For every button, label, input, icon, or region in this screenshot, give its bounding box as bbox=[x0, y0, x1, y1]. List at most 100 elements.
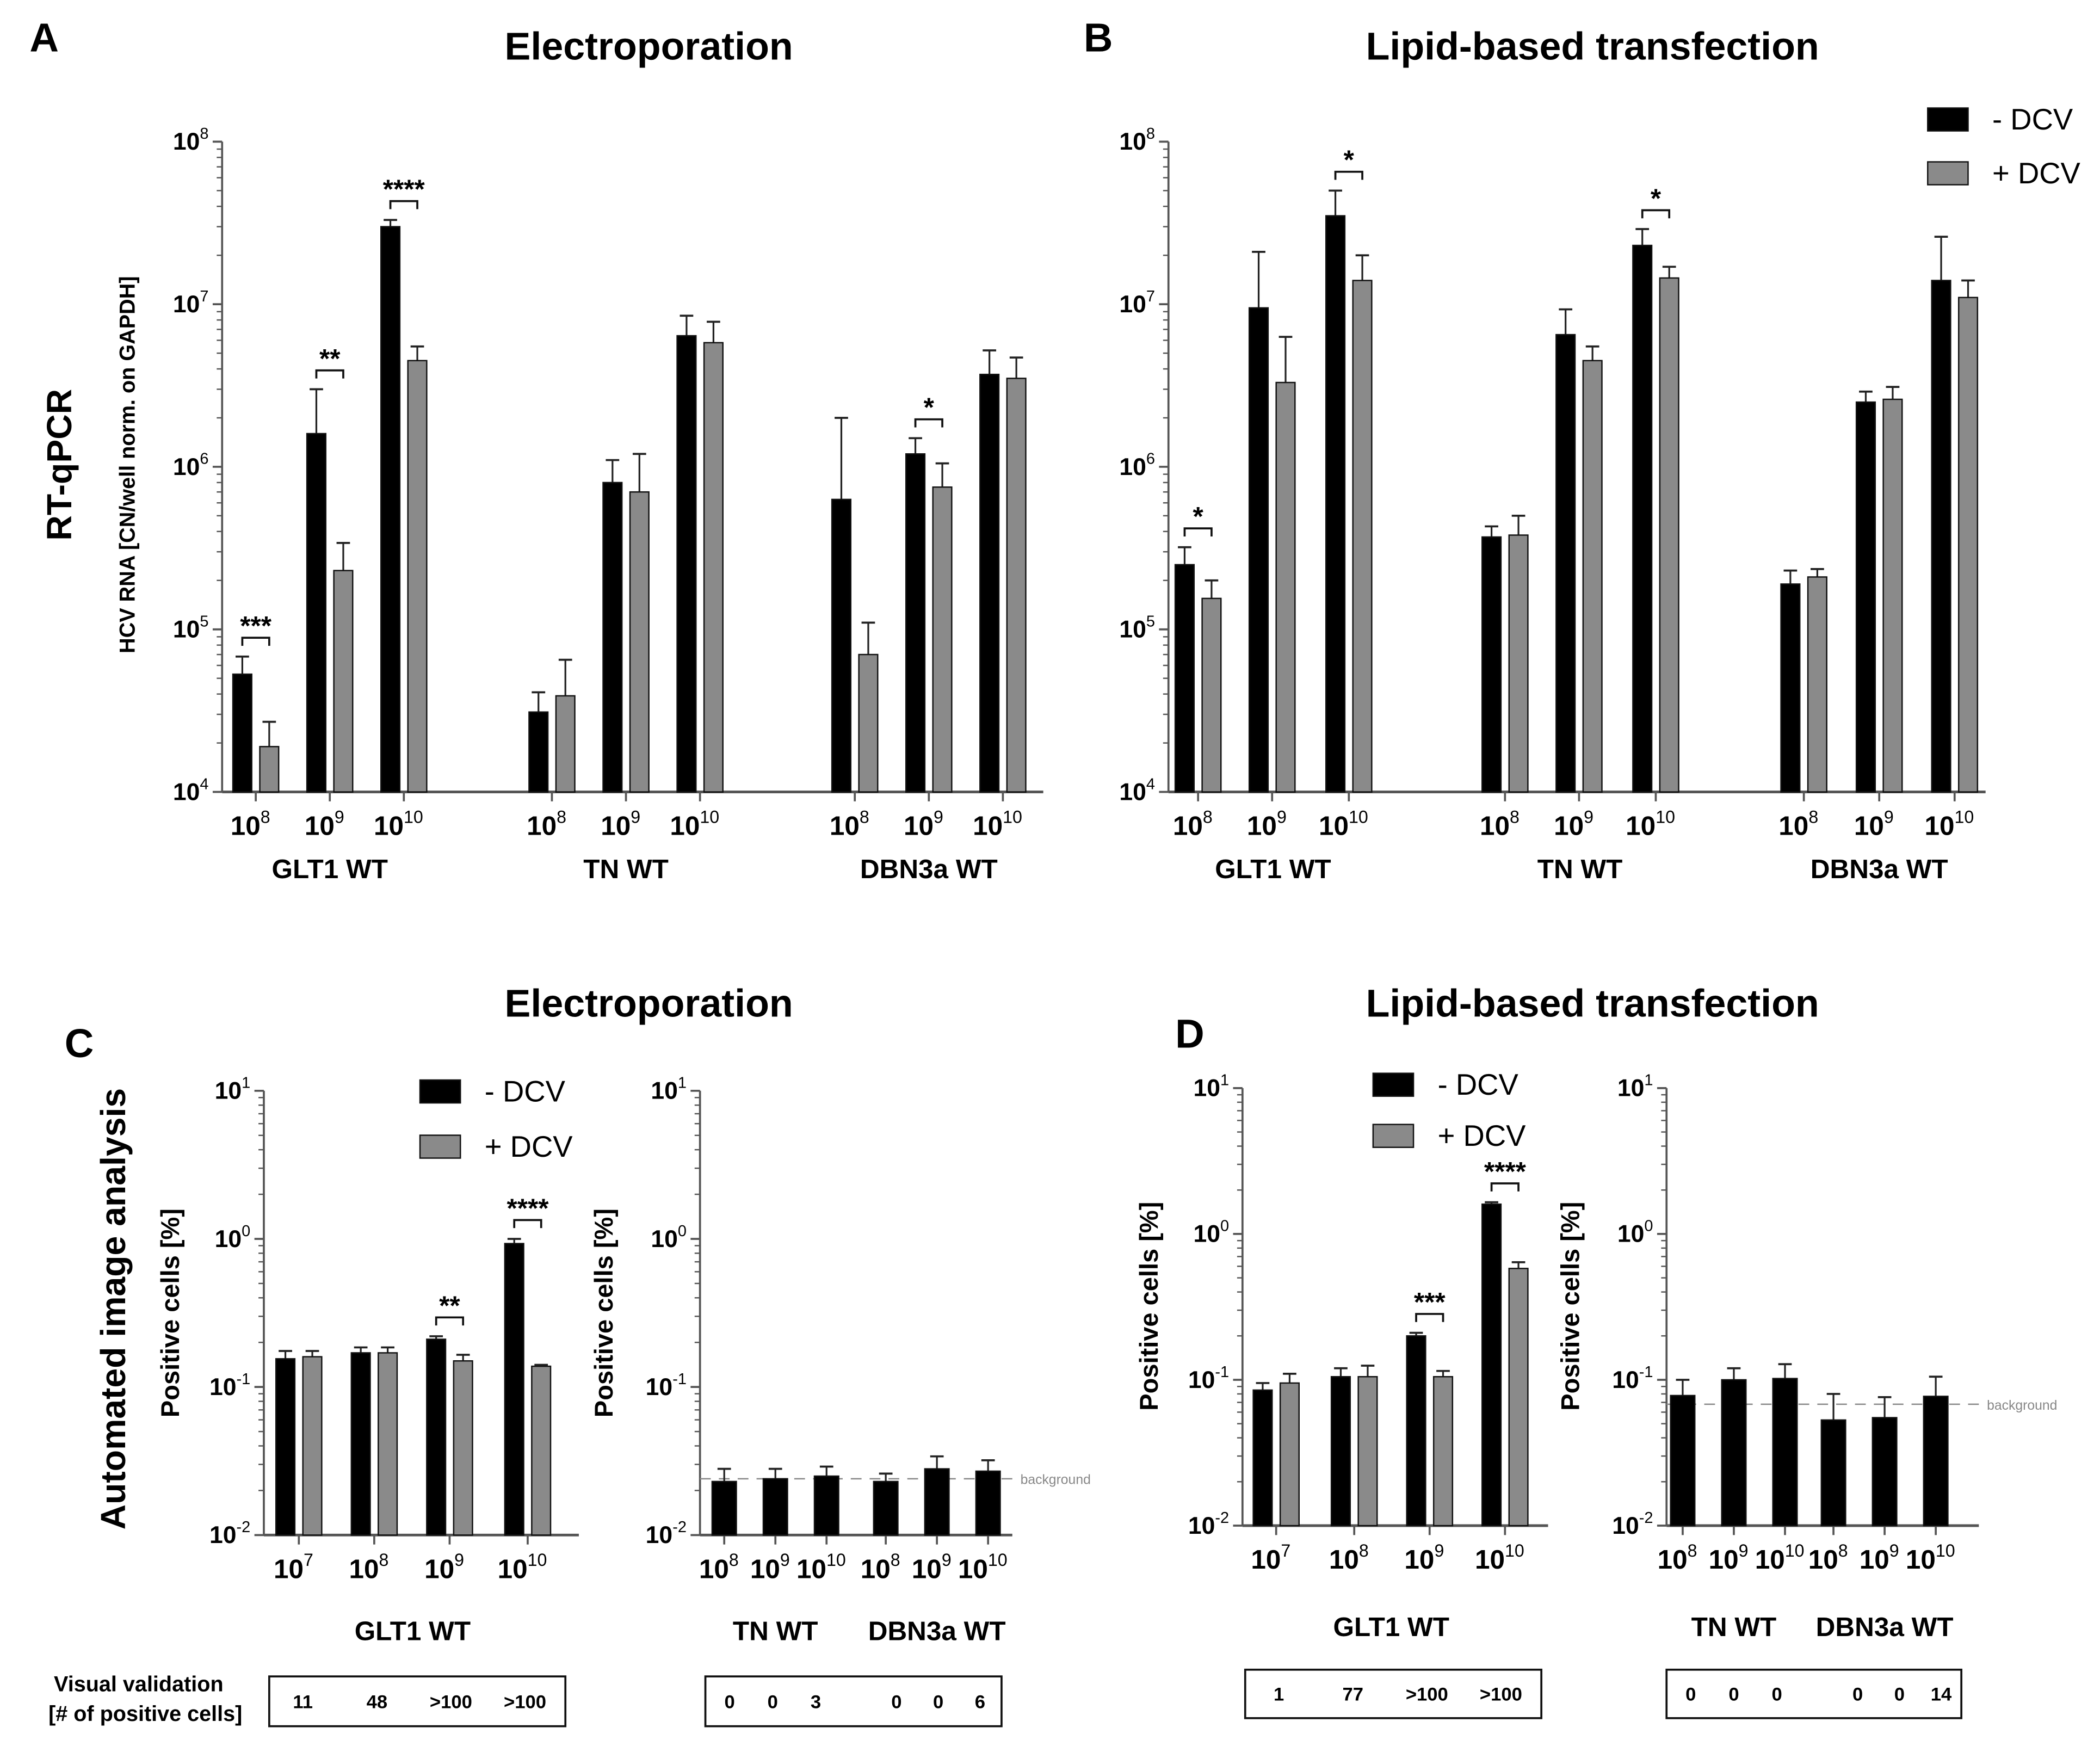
chart-a: A Electroporation HCV RNA [CN/well norm. o… bbox=[29, 15, 1043, 884]
bar-minus-dcv bbox=[905, 453, 926, 793]
chart-b: B Lipid-based transfection 104 105 106 107 108… bbox=[1084, 15, 2081, 884]
significance-bracket bbox=[1415, 1313, 1444, 1322]
bar-plus-dcv bbox=[858, 653, 879, 793]
significance-stars: **** bbox=[507, 1193, 549, 1223]
background-label: background bbox=[1987, 1398, 2057, 1413]
x-tick-label: 109 bbox=[904, 807, 943, 841]
chart-title: Electroporation bbox=[505, 24, 793, 68]
x-tick-label: 1010 bbox=[1906, 1541, 1955, 1575]
chart-title: Lipid-based transfection bbox=[1366, 982, 1819, 1026]
bar-minus-dcv bbox=[350, 1352, 371, 1536]
validation-value: 0 bbox=[724, 1692, 734, 1712]
validation-value: >100 bbox=[1406, 1685, 1448, 1705]
x-tick-label: 109 bbox=[1860, 1541, 1899, 1575]
group-label: DBN3a WT bbox=[868, 1616, 1006, 1646]
y-tick-label: 104 bbox=[173, 775, 209, 805]
bar-minus-dcv bbox=[1872, 1417, 1898, 1527]
y-tick-label: 107 bbox=[173, 288, 209, 318]
bar-plus-dcv bbox=[333, 570, 354, 793]
bar-minus-dcv bbox=[1174, 564, 1195, 793]
validation-value: 3 bbox=[811, 1692, 821, 1712]
chart-title: Lipid-based transfection bbox=[1366, 24, 1819, 68]
x-tick-label: 1010 bbox=[1626, 807, 1675, 841]
y-tick-label: 101 bbox=[651, 1075, 687, 1105]
y-tick-label: 106 bbox=[173, 451, 209, 480]
bar-plus-dcv bbox=[1201, 597, 1222, 793]
y-tick-label: 100 bbox=[1193, 1218, 1229, 1248]
bar-plus-dcv bbox=[1659, 277, 1679, 793]
bar-plus-dcv bbox=[1352, 280, 1373, 793]
bar-plus-dcv bbox=[932, 486, 953, 793]
group-label: GLT1 WT bbox=[1333, 1612, 1449, 1642]
row-label-rt-qpcr: RT-qPCR bbox=[40, 389, 79, 541]
bar-plus-dcv bbox=[1882, 398, 1903, 793]
bar-minus-dcv bbox=[1772, 1378, 1798, 1527]
bar-minus-dcv bbox=[1330, 1376, 1351, 1527]
x-tick-label: 109 bbox=[1854, 807, 1894, 841]
bar-minus-dcv bbox=[1325, 215, 1346, 793]
legend-swatch-plus-dcv bbox=[1372, 1124, 1415, 1148]
significance-stars: **** bbox=[1484, 1157, 1527, 1187]
x-tick-label: 1010 bbox=[1319, 807, 1368, 841]
x-tick-label: 1010 bbox=[498, 1550, 547, 1584]
y-tick-label: 10-1 bbox=[1188, 1363, 1229, 1393]
x-tick-label: 108 bbox=[1658, 1541, 1697, 1575]
significance-bracket bbox=[513, 1219, 542, 1229]
bar-minus-dcv bbox=[813, 1475, 839, 1536]
significance-stars: **** bbox=[383, 175, 425, 205]
x-tick-label: 107 bbox=[274, 1550, 313, 1584]
validation-value: 0 bbox=[1728, 1685, 1739, 1705]
y-tick-label: 10-1 bbox=[646, 1371, 687, 1400]
bar-plus-dcv bbox=[453, 1360, 473, 1536]
bar-minus-dcv bbox=[528, 711, 549, 793]
x-tick-label: 108 bbox=[861, 1550, 900, 1584]
bar-minus-dcv bbox=[831, 498, 852, 793]
y-tick-label: 104 bbox=[1119, 775, 1155, 805]
x-tick-label: 109 bbox=[305, 807, 344, 841]
y-tick-label: 10-1 bbox=[209, 1371, 250, 1400]
chart-c-left: C Electroporation Positive cells [%] 10-2 10… bbox=[65, 982, 793, 1727]
validation-label-line1: Visual validation bbox=[54, 1672, 224, 1696]
panel-letter: C bbox=[65, 1021, 94, 1066]
validation-value: 0 bbox=[1685, 1685, 1696, 1705]
bar-minus-dcv bbox=[979, 373, 1000, 793]
bar-plus-dcv bbox=[1582, 360, 1603, 793]
bar-plus-dcv bbox=[378, 1352, 398, 1536]
x-tick-label: 1010 bbox=[670, 807, 719, 841]
validation-value: >100 bbox=[504, 1692, 546, 1712]
bar-minus-dcv bbox=[1248, 307, 1269, 793]
chart-title: Electroporation bbox=[505, 982, 793, 1026]
x-tick-label: 109 bbox=[424, 1550, 464, 1584]
y-tick-label: 107 bbox=[1119, 288, 1155, 318]
significance-bracket bbox=[1334, 170, 1363, 180]
bar-minus-dcv bbox=[504, 1243, 524, 1536]
y-tick-label: 100 bbox=[651, 1223, 687, 1252]
bar-minus-dcv bbox=[1670, 1395, 1696, 1527]
bar-minus-dcv bbox=[1481, 536, 1502, 793]
validation-value: 11 bbox=[293, 1692, 313, 1712]
legend-swatch-minus-dcv bbox=[419, 1079, 461, 1104]
group-label: GLT1 WT bbox=[272, 854, 388, 884]
group-label: GLT1 WT bbox=[355, 1616, 471, 1646]
bar-plus-dcv bbox=[703, 342, 724, 793]
group-label: DBN3a WT bbox=[1811, 854, 1948, 884]
validation-label-line2: [# of positive cells] bbox=[48, 1702, 242, 1726]
x-tick-label: 108 bbox=[1173, 807, 1213, 841]
significance-stars: * bbox=[924, 393, 935, 423]
significance-bracket bbox=[1641, 209, 1671, 219]
group-label: DBN3a WT bbox=[1816, 1612, 1954, 1642]
legend-label: + DCV bbox=[1438, 1119, 1527, 1152]
significance-stars: * bbox=[1344, 145, 1355, 175]
validation-value: 1 bbox=[1274, 1685, 1284, 1705]
legend-label: - DCV bbox=[485, 1075, 566, 1108]
y-tick-label: 100 bbox=[1617, 1218, 1653, 1248]
significance-stars: * bbox=[1193, 502, 1204, 532]
y-axis-label: Positive cells [%] bbox=[589, 1208, 618, 1417]
bar-minus-dcv bbox=[1632, 244, 1653, 793]
significance-bracket bbox=[315, 369, 344, 379]
bar-minus-dcv bbox=[1555, 334, 1576, 793]
bar-plus-dcv bbox=[1432, 1376, 1454, 1527]
bar-minus-dcv bbox=[1406, 1335, 1426, 1527]
bar-minus-dcv bbox=[1923, 1396, 1949, 1527]
